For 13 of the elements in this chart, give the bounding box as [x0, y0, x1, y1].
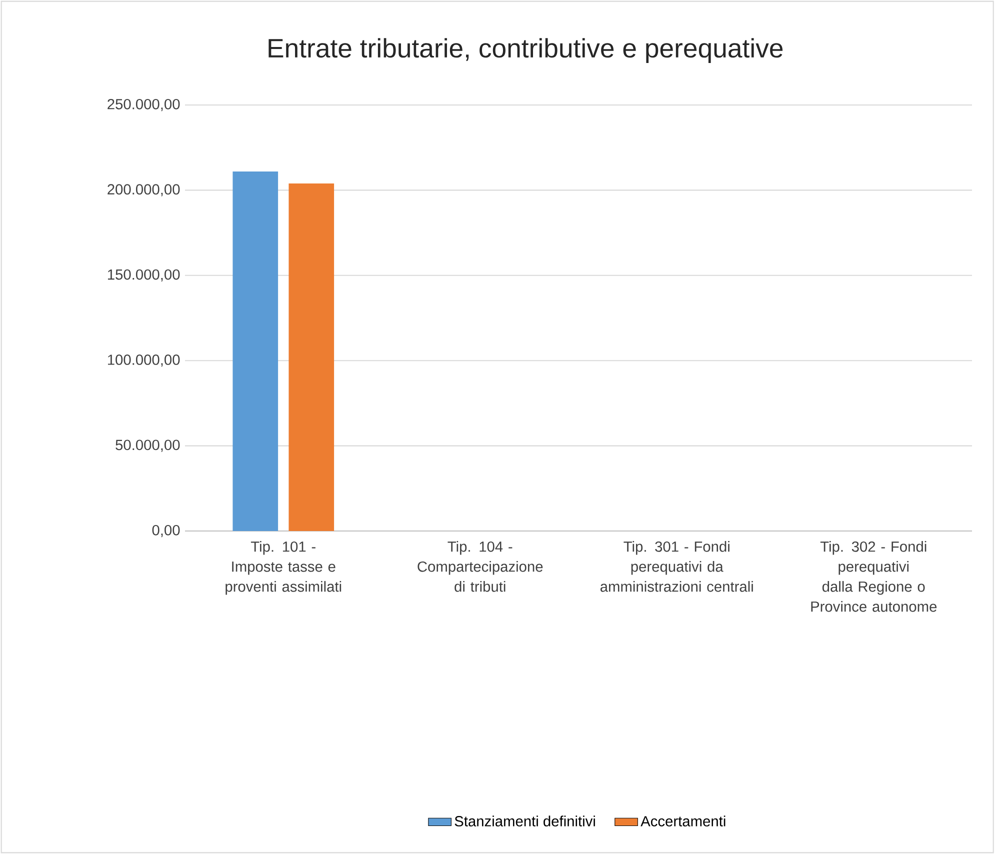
legend-label: Accertamenti	[640, 816, 726, 826]
y-tick-label: 100.000,00	[108, 354, 180, 367]
x-tick-label: Tip. 301 - Fondi perequativi da amministrazioni centrali	[600, 541, 753, 592]
y-tick-label: 150.000,00	[108, 269, 180, 282]
y-tick-label: 0,00	[152, 524, 180, 538]
legend-label: Stanziamenti definitivi	[454, 816, 595, 826]
y-tick-label: 200.000,00	[108, 184, 180, 196]
y-tick-label: 250.000,00	[108, 98, 180, 112]
x-tick-label: Tip. 104 - Compartecipazione di tributi	[418, 541, 543, 592]
x-tick-label: Tip. 101 - Imposte tasse e proventi assimilati	[226, 541, 342, 595]
y-tick-label: 50.000,00	[116, 440, 180, 452]
chart-title: Entrate tributarie, contributive e perequative	[268, 38, 783, 63]
x-tick-label: Tip. 302 - Fondi perequativi dalla Regione o Province autonome	[811, 541, 937, 612]
